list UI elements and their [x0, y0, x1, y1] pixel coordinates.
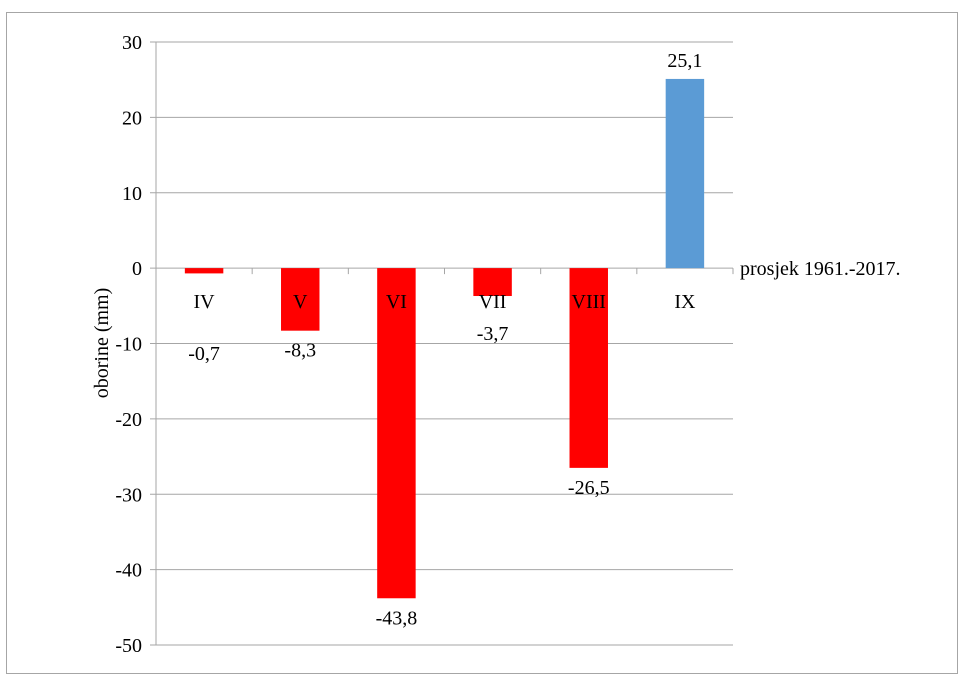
data-labels: -0,7 -8,3 -43,8 -3,7 -26,5 25,1	[188, 50, 702, 629]
bar-V	[281, 268, 320, 331]
bar-IX	[665, 78, 705, 269]
x-category-labels: IV V VI VII VIII IX	[194, 291, 696, 313]
y-tick-label: -40	[115, 560, 142, 582]
y-tick-label: -50	[115, 635, 142, 657]
y-tick-label: 30	[122, 32, 142, 54]
x-category-label: VIII	[572, 291, 606, 313]
data-label: -3,7	[477, 323, 509, 345]
y-tick-label: 0	[132, 258, 142, 280]
x-category-label: IX	[674, 291, 696, 313]
bars	[184, 78, 705, 599]
y-tick-labels: 30 20 10 0 -10 -20 -30 -40 -50	[115, 32, 142, 657]
y-tick-label: -20	[115, 409, 142, 431]
baseline-label: prosjek 1961.-2017.	[740, 258, 901, 280]
x-category-label: IV	[194, 291, 216, 313]
gridlines	[150, 41, 734, 646]
x-category-label: VI	[386, 291, 407, 313]
y-axis-title: oborine (mm)	[91, 288, 113, 399]
data-label: -8,3	[284, 340, 316, 362]
y-tick-label: 10	[122, 183, 142, 205]
bar-IV	[184, 268, 224, 274]
bar-VII	[473, 268, 512, 297]
y-tick-label: 20	[122, 107, 142, 129]
x-category-label: V	[293, 291, 308, 313]
y-tick-label: -30	[115, 484, 142, 506]
data-label: 25,1	[667, 50, 702, 72]
y-tick-label: -10	[115, 334, 142, 356]
bar-VI	[377, 268, 416, 599]
bar-VIII	[569, 268, 608, 468]
data-label: -43,8	[376, 607, 418, 629]
x-category-label: VII	[479, 291, 507, 313]
data-label: -26,5	[568, 477, 610, 499]
data-label: -0,7	[188, 343, 220, 365]
